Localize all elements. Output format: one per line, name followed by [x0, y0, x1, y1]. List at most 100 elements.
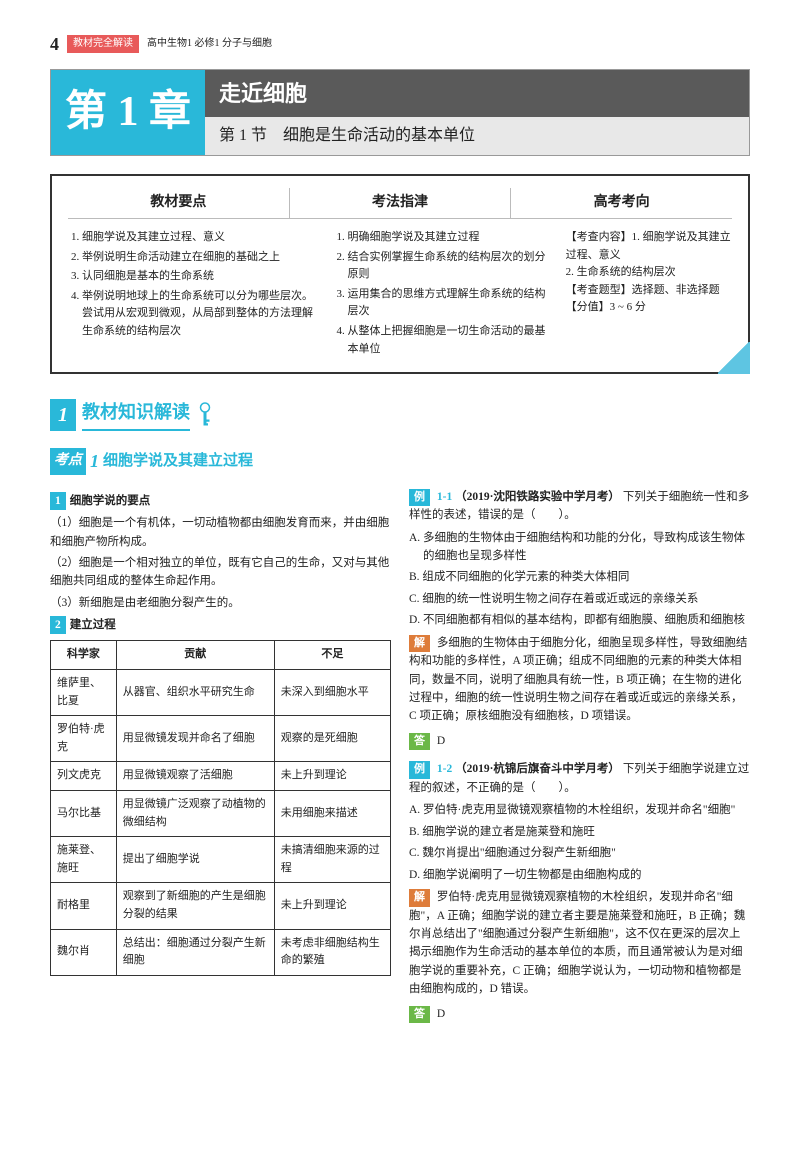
example-num: 1-2	[437, 763, 452, 775]
header-tag1: 教材完全解读	[67, 35, 139, 53]
table-cell: 用显微镜广泛观察了动植物的微细结构	[116, 791, 274, 837]
ans-label: 答	[409, 1006, 430, 1024]
option: B. 细胞学说的建立者是施莱登和施旺	[423, 823, 750, 841]
table-cell: 总结出：细胞通过分裂产生新细胞	[116, 929, 274, 975]
guide-col-2: 明确细胞学说及其建立过程结合实例掌握生命系统的结构层次的划分原则运用集合的思维方…	[333, 229, 549, 360]
table-cell: 魏尔肖	[51, 929, 117, 975]
header-tag2: 高中生物1 必修1 分子与细胞	[147, 36, 272, 52]
solution-1: 解 多细胞的生物体由于细胞分化，细胞呈现多样性，导致细胞结构和功能的多样性，A …	[409, 634, 750, 726]
page-header: 4 教材完全解读 高中生物1 必修1 分子与细胞	[50, 30, 750, 59]
example-src: （2019·沈阳铁路实验中学月考）	[455, 491, 620, 503]
table-cell: 未上升到理论	[274, 883, 390, 929]
table-row: 维萨里、比夏从器官、组织水平研究生命未深入到细胞水平	[51, 670, 391, 716]
guide-item: 2. 生命系统的结构层次	[566, 264, 732, 282]
option: A. 多细胞的生物体由于细胞结构和功能的分化，导致构成该生物体的细胞也呈现多样性	[423, 529, 750, 566]
chapter-section: 第 1 节 细胞是生命活动的基本单位	[205, 117, 749, 155]
right-column: 例 1-1 （2019·沈阳铁路实验中学月考） 下列关于细胞统一性和多样性的表述…	[409, 488, 750, 1023]
answer-2: 答 D	[409, 1005, 750, 1024]
table-row: 罗伯特·虎克用显微镜发现并命名了细胞观察的是死细胞	[51, 716, 391, 762]
text: （2）细胞是一个相对独立的单位，既有它自己的生命，又对与其他细胞共同组成的整体生…	[50, 554, 391, 591]
sol-label: 解	[409, 889, 430, 907]
guide-item: 认同细胞是基本的生命系统	[82, 268, 317, 286]
columns: 1细胞学说的要点 （1）细胞是一个有机体，一切动植物都由细胞发育而来，并由细胞和…	[50, 488, 750, 1023]
sol-text: 多细胞的生物体由于细胞分化，细胞呈现多样性，导致细胞结构和功能的多样性，A 项正…	[409, 637, 747, 723]
sub-1: 1细胞学说的要点	[50, 492, 391, 510]
table-cell: 未搞清细胞来源的过程	[274, 837, 390, 883]
example-src: （2019·杭锦后旗奋斗中学月考）	[455, 763, 620, 775]
page-corner-fold	[718, 342, 750, 374]
ans-text: D	[437, 1008, 445, 1020]
ans-label: 答	[409, 733, 430, 751]
table-header: 贡献	[116, 641, 274, 670]
table-cell: 未考虑非细胞结构生命的繁殖	[274, 929, 390, 975]
page: 4 教材完全解读 高中生物1 必修1 分子与细胞 第 1 章 走近细胞 第 1 …	[0, 0, 790, 1043]
sol-label: 解	[409, 635, 430, 653]
answer-1: 答 D	[409, 732, 750, 751]
chapter-box: 第 1 章 走近细胞 第 1 节 细胞是生命活动的基本单位	[50, 69, 750, 156]
option: B. 组成不同细胞的化学元素的种类大体相同	[423, 568, 750, 586]
table-cell: 施莱登、施旺	[51, 837, 117, 883]
guide-item: 【分值】3 ~ 6 分	[566, 299, 732, 317]
table-row: 马尔比基用显微镜广泛观察了动植物的微细结构未用细胞来描述	[51, 791, 391, 837]
table-header: 不足	[274, 641, 390, 670]
guide-box: 教材要点 考法指津 高考考向 细胞学说及其建立过程、意义举例说明生命活动建立在细…	[50, 174, 750, 375]
guide-body: 细胞学说及其建立过程、意义举例说明生命活动建立在细胞的基础之上认同细胞是基本的生…	[68, 229, 732, 360]
guide-item: 【考查内容】1. 细胞学说及其建立过程、意义	[566, 229, 732, 264]
text: （1）细胞是一个有机体，一切动植物都由细胞发育而来，并由细胞和细胞产物所构成。	[50, 514, 391, 551]
option: D. 细胞学说阐明了一切生物都是由细胞构成的	[423, 866, 750, 884]
table-row: 列文虎克用显微镜观察了活细胞未上升到理论	[51, 762, 391, 791]
section-title: 教材知识解读	[82, 398, 190, 431]
table-header: 科学家	[51, 641, 117, 670]
chapter-title: 走近细胞	[205, 70, 749, 117]
guide-item: 结合实例掌握生命系统的结构层次的划分原则	[347, 249, 549, 284]
guide-item: 举例说明地球上的生命系统可以分为哪些层次。尝试用从宏观到微观，从局部到整体的方法…	[82, 288, 317, 341]
option: C. 魏尔肖提出"细胞通过分裂产生新细胞"	[423, 844, 750, 862]
table-cell: 观察到了新细胞的产生是细胞分裂的结果	[116, 883, 274, 929]
kaodian-title: 细胞学说及其建立过程	[103, 449, 253, 473]
example-num: 1-1	[437, 491, 452, 503]
guide-tab-1: 考法指津	[290, 188, 512, 218]
guide-item: 细胞学说及其建立过程、意义	[82, 229, 317, 247]
example-1: 例 1-1 （2019·沈阳铁路实验中学月考） 下列关于细胞统一性和多样性的表述…	[409, 488, 750, 525]
table-row: 施莱登、施旺提出了细胞学说未搞清细胞来源的过程	[51, 837, 391, 883]
guide-col-1: 细胞学说及其建立过程、意义举例说明生命活动建立在细胞的基础之上认同细胞是基本的生…	[68, 229, 317, 360]
history-table: 科学家贡献不足 维萨里、比夏从器官、组织水平研究生命未深入到细胞水平罗伯特·虎克…	[50, 640, 391, 975]
table-cell: 列文虎克	[51, 762, 117, 791]
table-cell: 耐格里	[51, 883, 117, 929]
left-column: 1细胞学说的要点 （1）细胞是一个有机体，一切动植物都由细胞发育而来，并由细胞和…	[50, 488, 391, 1023]
section-number: 1	[50, 399, 76, 431]
guide-item: 运用集合的思维方式理解生命系统的结构层次	[347, 286, 549, 321]
guide-item: 从整体上把握细胞是一切生命活动的最基本单位	[347, 323, 549, 358]
table-cell: 观察的是死细胞	[274, 716, 390, 762]
kaodian-header: 考点 1 细胞学说及其建立过程	[50, 447, 750, 476]
key-icon	[196, 401, 214, 429]
page-number: 4	[50, 30, 59, 59]
table-row: 魏尔肖总结出：细胞通过分裂产生新细胞未考虑非细胞结构生命的繁殖	[51, 929, 391, 975]
options-1: A. 多细胞的生物体由于细胞结构和功能的分化，导致构成该生物体的细胞也呈现多样性…	[409, 529, 750, 630]
options-2: A. 罗伯特·虎克用显微镜观察植物的木栓组织，发现并命名"细胞"B. 细胞学说的…	[409, 801, 750, 884]
sub-2: 2建立过程	[50, 616, 391, 634]
guide-item: 【考查题型】选择题、非选择题	[566, 282, 732, 300]
table-cell: 用显微镜发现并命名了细胞	[116, 716, 274, 762]
ans-text: D	[437, 735, 445, 747]
sol-text: 罗伯特·虎克用显微镜观察植物的木栓组织，发现并命名"细胞"，A 正确；细胞学说的…	[409, 891, 745, 995]
chapter-right: 走近细胞 第 1 节 细胞是生命活动的基本单位	[205, 70, 749, 155]
table-cell: 未用细胞来描述	[274, 791, 390, 837]
option: D. 不同细胞都有相似的基本结构，即都有细胞膜、细胞质和细胞核	[423, 611, 750, 629]
example-label: 例	[409, 761, 430, 779]
kaodian-num: 1	[90, 447, 99, 476]
table-cell: 提出了细胞学说	[116, 837, 274, 883]
section-header: 1 教材知识解读	[50, 398, 750, 431]
table-cell: 未上升到理论	[274, 762, 390, 791]
kaodian-label: 考点	[50, 448, 86, 474]
chapter-number: 第 1 章	[51, 70, 205, 155]
guide-tabs: 教材要点 考法指津 高考考向	[68, 188, 732, 219]
guide-item: 明确细胞学说及其建立过程	[347, 229, 549, 247]
table-cell: 维萨里、比夏	[51, 670, 117, 716]
example-label: 例	[409, 489, 430, 507]
guide-tab-0: 教材要点	[68, 188, 290, 218]
table-row: 耐格里观察到了新细胞的产生是细胞分裂的结果未上升到理论	[51, 883, 391, 929]
guide-item: 举例说明生命活动建立在细胞的基础之上	[82, 249, 317, 267]
guide-col-3: 【考查内容】1. 细胞学说及其建立过程、意义2. 生命系统的结构层次【考查题型】…	[566, 229, 732, 360]
guide-tab-2: 高考考向	[511, 188, 732, 218]
